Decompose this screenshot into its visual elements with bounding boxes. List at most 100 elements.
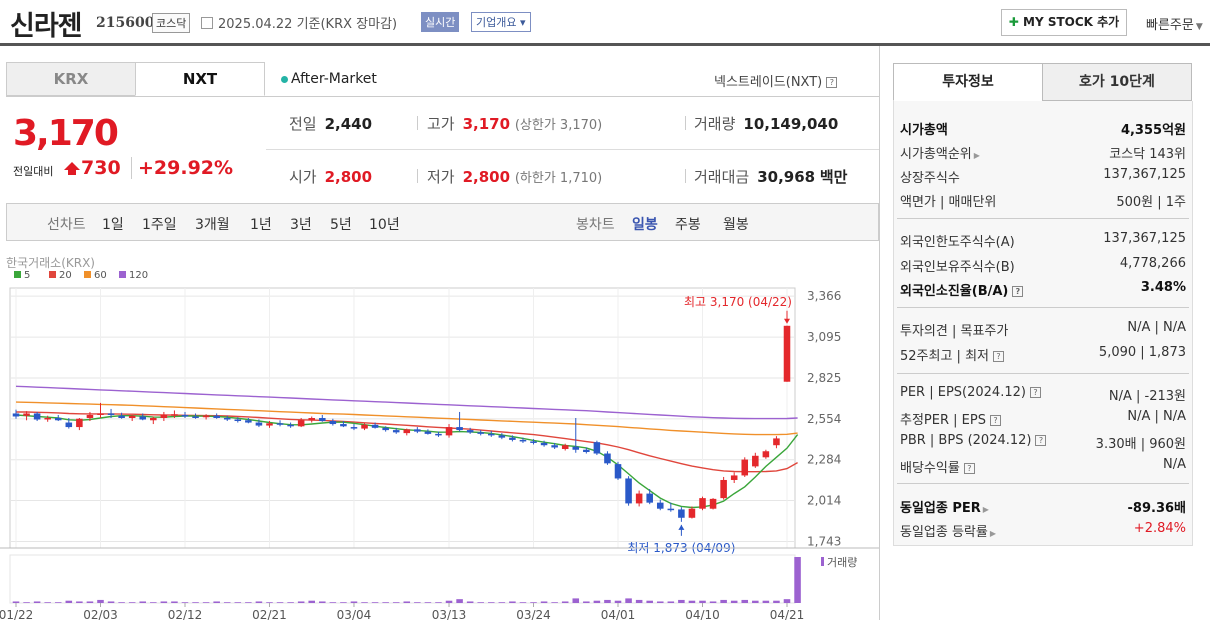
- volume-bar: [276, 602, 284, 603]
- trade-amount: 거래대금 30,968 백만: [694, 166, 847, 187]
- candle-monthly[interactable]: 월봉: [723, 217, 749, 233]
- separator: [417, 169, 418, 183]
- help-icon[interactable]: ?: [963, 463, 975, 474]
- volume-bar: [403, 601, 411, 603]
- my-stock-add-button[interactable]: ✚ MY STOCK 추가: [1001, 9, 1127, 36]
- info-row-value: 코스닥 143위: [1109, 147, 1186, 162]
- tab-investment-info[interactable]: 투자정보: [893, 63, 1043, 101]
- volume-label: 거래량: [694, 115, 736, 133]
- info-row-value: 4,778,266: [1119, 256, 1186, 271]
- info-row: 52주최고 | 최저? 5,090 | 1,873: [900, 345, 1186, 365]
- info-row-label: 동일업종 PER ▶: [900, 501, 989, 516]
- volume-bar: [171, 601, 178, 603]
- volume-bar: [213, 601, 220, 603]
- info-row-value: +2.84%: [1133, 521, 1186, 536]
- divider: [266, 149, 879, 150]
- volume-bar: [730, 600, 738, 603]
- status-dot-icon: [281, 75, 288, 83]
- date-text: 2025.04.22 기준(KRX 장마감): [218, 17, 398, 32]
- info-row-value: 500원 | 1주: [1116, 195, 1186, 210]
- nextrade-info[interactable]: 넥스트레이드(NXT) ?: [714, 71, 838, 90]
- volume-bar: [752, 600, 759, 603]
- help-icon[interactable]: ?: [993, 351, 1004, 362]
- period-1y[interactable]: 1년: [250, 217, 272, 233]
- upper-limit: (상한가 3,170): [514, 118, 603, 133]
- info-row-label: 외국인한도주식수(A): [900, 235, 1015, 250]
- info-row[interactable]: 동일업종 PER ▶ -89.36배: [900, 497, 1186, 517]
- info-row-label: 상장주식수: [900, 171, 960, 186]
- quick-order-button[interactable]: 빠른주문 ▼: [1146, 14, 1203, 33]
- legend-label: 120: [129, 270, 148, 281]
- candle-body: [466, 430, 474, 433]
- company-overview-button[interactable]: 기업개요 ▾: [471, 12, 531, 32]
- candle-daily[interactable]: 일봉: [632, 217, 658, 233]
- x-tick-label: 02/12: [168, 608, 203, 620]
- x-tick-label: 02/03: [83, 608, 118, 620]
- volume-bar: [392, 602, 400, 603]
- volume-bar: [371, 602, 379, 603]
- period-10y[interactable]: 10년: [369, 217, 400, 233]
- volume-bar: [150, 602, 157, 603]
- volume-bar: [783, 599, 791, 603]
- x-tick-label: 02/21: [252, 608, 287, 620]
- period-5y[interactable]: 5년: [330, 217, 352, 233]
- candle-body: [361, 424, 368, 429]
- candle-body: [403, 429, 411, 434]
- info-row[interactable]: 시가총액순위 ▶ 코스닥 143위: [900, 143, 1186, 163]
- volume-bar: [583, 601, 590, 603]
- period-1d[interactable]: 1일: [102, 217, 124, 233]
- volume-bar: [741, 599, 749, 603]
- tab-order-book[interactable]: 호가 10단계: [1042, 63, 1192, 101]
- company-overview-label: 기업개요: [476, 16, 517, 29]
- ma-line-20: [16, 411, 798, 473]
- help-icon[interactable]: ?: [826, 77, 838, 88]
- info-row-value: 3.30배 | 960원: [1095, 437, 1186, 452]
- volume-bar: [234, 602, 242, 603]
- current-price: 3,170: [13, 113, 119, 154]
- period-1w[interactable]: 1주일: [142, 217, 177, 233]
- tab-krx[interactable]: KRX: [6, 62, 136, 96]
- info-row-value: 137,367,125: [1103, 167, 1186, 182]
- y-tick-label: 1,743: [807, 535, 841, 549]
- price-chart: 한국거래소(KRX) 5 20 60 120 3,366 3,095 2,825 2,554 2,…: [0, 245, 880, 622]
- volume-bar: [54, 602, 62, 603]
- candle-body: [572, 446, 580, 450]
- low-arrowhead-icon: [678, 524, 685, 530]
- open-value: 2,800: [324, 168, 373, 186]
- candle-body: [33, 413, 41, 420]
- help-icon[interactable]: ?: [1035, 435, 1047, 446]
- volume-bar: [361, 602, 368, 603]
- volume-bar: [266, 602, 273, 603]
- candle-body: [287, 424, 294, 427]
- legend-swatch: [14, 271, 21, 278]
- info-row-label: 시가총액순위 ▶: [900, 147, 980, 162]
- candle-body: [202, 415, 210, 418]
- tab-nxt[interactable]: NXT: [135, 62, 265, 96]
- volume-bar: [678, 599, 685, 603]
- candle-body: [530, 441, 537, 443]
- volume-bar: [477, 602, 484, 603]
- info-row: PER | EPS(2024.12)? N/A | -213원: [900, 385, 1186, 405]
- volume-bar: [223, 602, 231, 603]
- volume-bar: [308, 600, 316, 603]
- realtime-badge: 실시간: [421, 12, 460, 32]
- help-icon[interactable]: ?: [1029, 387, 1041, 398]
- period-3m[interactable]: 3개월: [195, 217, 230, 233]
- volume: 거래량 10,149,040: [694, 113, 838, 134]
- candle-body: [86, 414, 94, 418]
- candle-body: [487, 433, 495, 436]
- info-row: 외국인한도주식수(A) 137,367,125: [900, 231, 1186, 251]
- candle-body: [551, 445, 558, 448]
- info-row: 투자의견 | 목표주가 N/A | N/A: [900, 320, 1186, 340]
- info-row[interactable]: 동일업종 등락률 ▶ +2.84%: [900, 521, 1186, 541]
- period-3y[interactable]: 3년: [290, 217, 312, 233]
- info-row: 액면가 | 매매단위 500원 | 1주: [900, 191, 1186, 211]
- candle-body: [688, 508, 696, 518]
- candle-body: [107, 413, 115, 415]
- help-icon[interactable]: ?: [1012, 286, 1024, 297]
- candle-weekly[interactable]: 주봉: [675, 217, 701, 233]
- help-icon[interactable]: ?: [989, 415, 1001, 426]
- change-amount: 730: [81, 157, 121, 179]
- volume-bar: [340, 602, 347, 603]
- stock-name: 신라젠: [10, 11, 83, 42]
